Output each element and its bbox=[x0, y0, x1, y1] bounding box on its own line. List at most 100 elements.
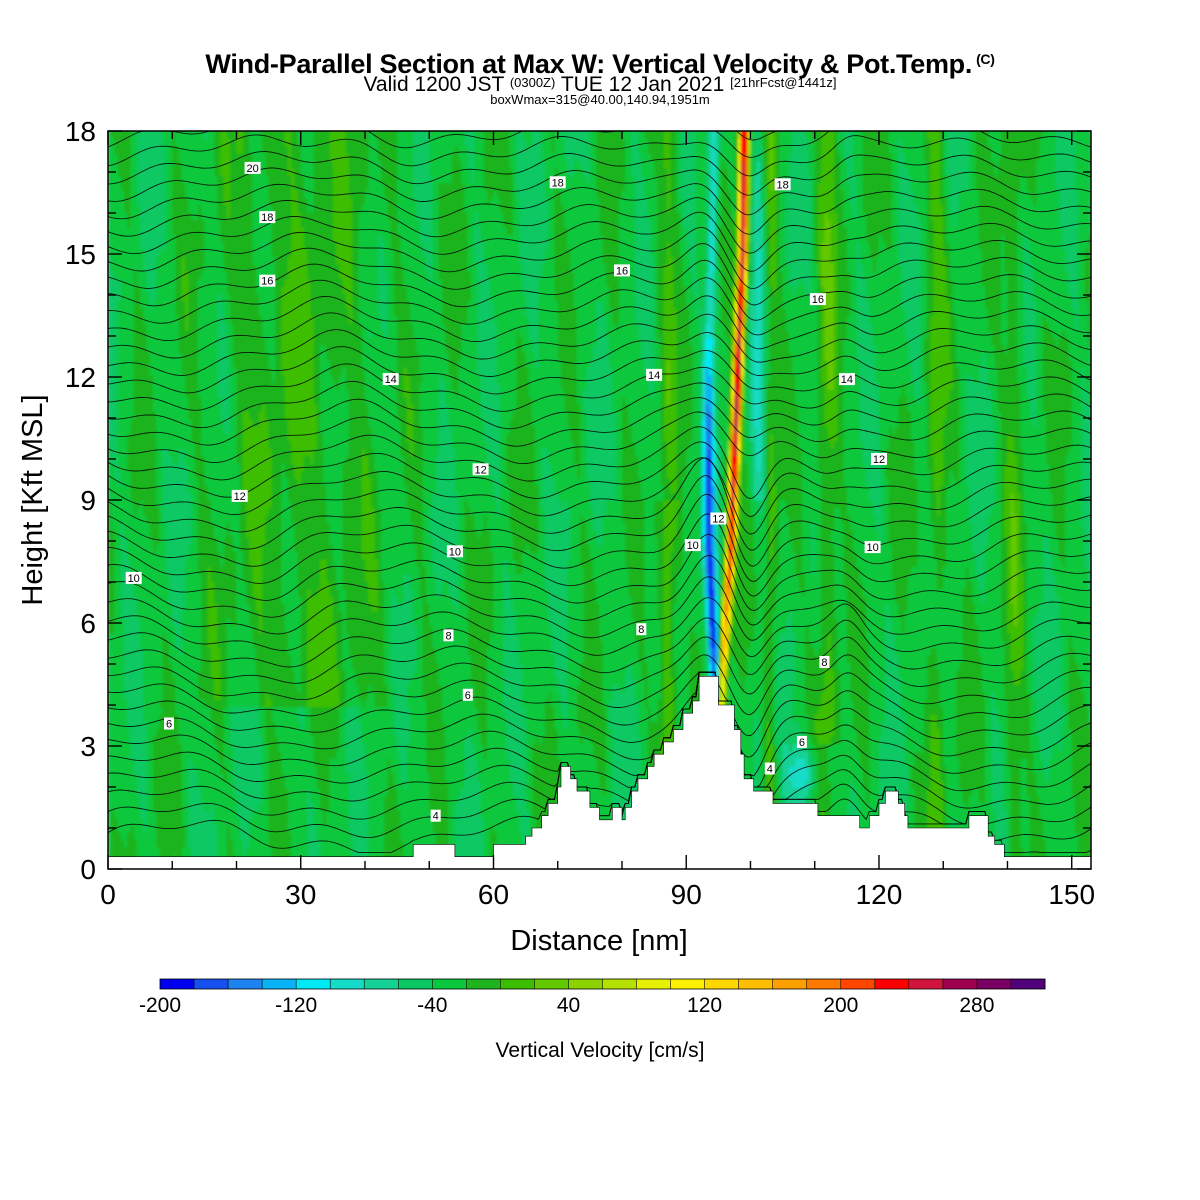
field-cell bbox=[172, 396, 177, 405]
field-cell bbox=[172, 197, 177, 206]
field-cell bbox=[197, 750, 202, 759]
field-cell bbox=[185, 492, 189, 501]
field-cell bbox=[140, 787, 144, 796]
field-cell bbox=[162, 581, 167, 590]
field-cell bbox=[178, 559, 183, 568]
field-cell bbox=[181, 492, 186, 501]
field-cell bbox=[127, 322, 132, 331]
field-cell bbox=[152, 632, 157, 641]
field-cell bbox=[165, 145, 170, 154]
field-cell bbox=[178, 765, 183, 774]
field-cell bbox=[194, 610, 199, 619]
field-cell bbox=[108, 507, 112, 516]
field-cell bbox=[197, 308, 202, 317]
field-cell bbox=[149, 839, 154, 848]
field-cell bbox=[178, 411, 183, 420]
field-cell bbox=[111, 293, 116, 302]
field-cell bbox=[156, 249, 160, 258]
field-cell bbox=[120, 802, 125, 811]
field-cell bbox=[188, 145, 193, 154]
field-cell bbox=[127, 426, 132, 435]
field-cell bbox=[108, 780, 112, 789]
field-cell bbox=[178, 440, 183, 449]
field-cell bbox=[136, 404, 141, 413]
field-cell bbox=[165, 197, 170, 206]
field-cell bbox=[197, 293, 202, 302]
field-cell bbox=[175, 455, 180, 464]
field-cell bbox=[169, 780, 173, 789]
field-cell bbox=[130, 389, 135, 398]
field-cell bbox=[159, 153, 164, 162]
field-cell bbox=[185, 322, 189, 331]
field-cell bbox=[108, 625, 112, 634]
field-cell bbox=[159, 684, 164, 693]
field-cell bbox=[140, 241, 144, 250]
field-cell bbox=[165, 500, 170, 508]
field-cell bbox=[124, 544, 128, 553]
field-cell bbox=[127, 404, 132, 413]
field-cell bbox=[175, 610, 180, 619]
field-cell bbox=[162, 315, 167, 324]
field-cell bbox=[136, 160, 141, 169]
field-cell bbox=[197, 802, 202, 811]
field-cell bbox=[175, 544, 180, 553]
field-cell bbox=[124, 241, 128, 250]
field-cell bbox=[130, 647, 135, 656]
field-cell bbox=[156, 197, 160, 206]
field-cell bbox=[133, 618, 138, 627]
field-cell bbox=[143, 662, 148, 671]
field-cell bbox=[127, 359, 132, 368]
field-cell bbox=[146, 691, 151, 700]
field-cell bbox=[156, 706, 160, 715]
field-cell bbox=[178, 308, 183, 317]
field-cell bbox=[146, 433, 151, 442]
field-cell bbox=[143, 477, 148, 486]
field-cell bbox=[175, 374, 180, 383]
field-cell bbox=[140, 728, 144, 737]
field-cell bbox=[156, 389, 160, 398]
field-cell bbox=[169, 352, 173, 361]
field-cell bbox=[127, 714, 132, 722]
field-cell bbox=[149, 514, 154, 523]
field-cell bbox=[127, 182, 132, 191]
field-cell bbox=[175, 736, 180, 745]
field-cell bbox=[136, 581, 141, 590]
field-cell bbox=[178, 714, 183, 722]
field-cell bbox=[114, 662, 119, 671]
field-cell bbox=[159, 500, 164, 508]
field-cell bbox=[188, 212, 193, 221]
field-cell bbox=[181, 669, 186, 678]
field-cell bbox=[124, 714, 128, 722]
field-cell bbox=[108, 809, 112, 818]
field-cell bbox=[191, 285, 196, 294]
field-cell bbox=[152, 758, 157, 767]
field-cell bbox=[149, 743, 154, 752]
field-cell bbox=[117, 204, 122, 213]
field-cell bbox=[194, 662, 199, 671]
field-cell bbox=[124, 721, 128, 730]
field-cell bbox=[172, 743, 177, 752]
field-cell bbox=[181, 256, 186, 265]
field-cell bbox=[127, 396, 132, 405]
field-cell bbox=[162, 529, 167, 538]
field-cell bbox=[114, 736, 119, 745]
field-cell bbox=[178, 736, 183, 745]
field-cell bbox=[162, 684, 167, 693]
field-cell bbox=[117, 736, 122, 745]
field-cell bbox=[159, 559, 164, 568]
field-cell bbox=[111, 832, 116, 841]
field-cell bbox=[197, 522, 202, 531]
field-cell bbox=[143, 448, 148, 457]
field-cell bbox=[156, 743, 160, 752]
field-cell bbox=[156, 595, 160, 604]
field-cell bbox=[149, 463, 154, 472]
field-cell bbox=[162, 736, 167, 745]
field-cell bbox=[194, 684, 199, 693]
field-cell bbox=[165, 204, 170, 213]
field-cell bbox=[188, 322, 193, 331]
field-cell bbox=[191, 219, 196, 228]
field-cell bbox=[127, 285, 132, 294]
field-cell bbox=[108, 603, 112, 612]
field-cell bbox=[114, 477, 119, 486]
field-cell bbox=[143, 654, 148, 663]
